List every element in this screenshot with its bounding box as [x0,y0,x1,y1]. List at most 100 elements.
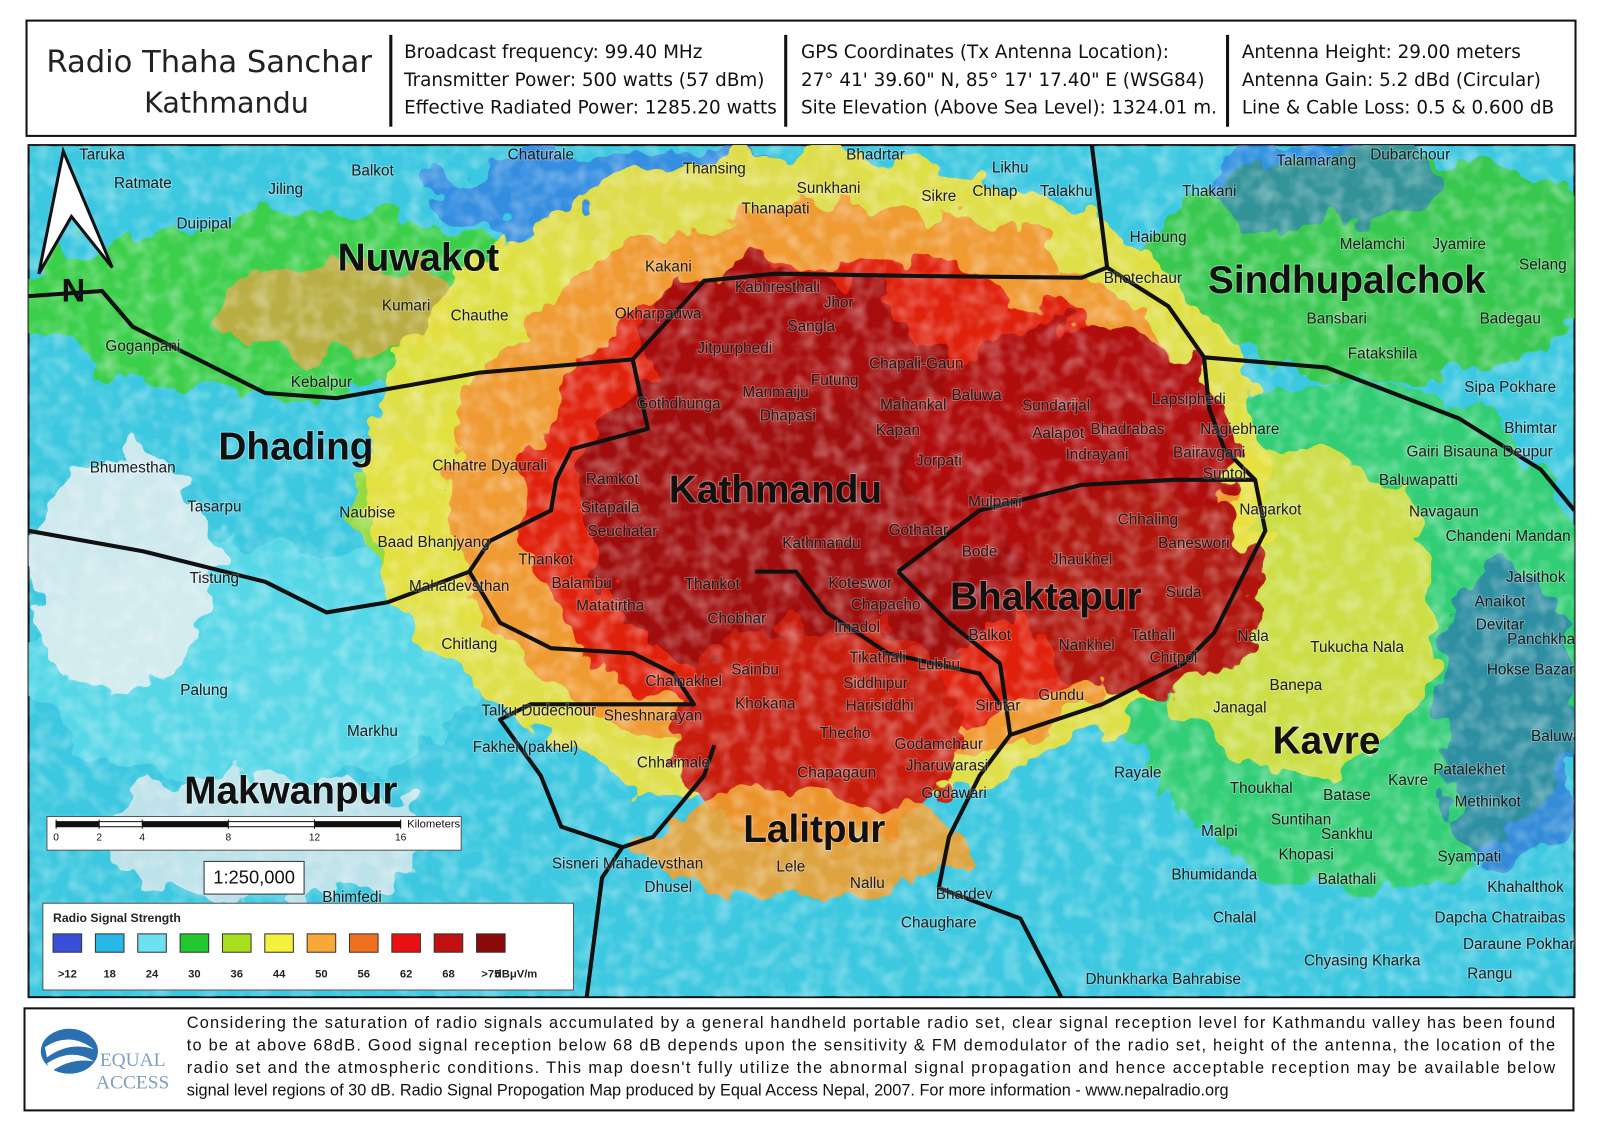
logo-swoosh [46,1054,94,1072]
scale-tick-label: 4 [139,833,145,844]
north-arrow-shape [37,146,114,275]
place-label: Godawari [921,785,986,802]
place-label: Bhumidanda [1171,867,1257,884]
legend-label: 68 [442,969,454,981]
legend-swatch [179,933,210,953]
place-label: Dhusel [645,879,693,896]
place-label: Naubise [339,505,395,522]
place-label: Balkot [969,627,1012,644]
place-label: Gothatar [889,522,949,539]
place-label: Jhor [824,294,854,311]
place-label: Matatirtha [576,597,645,614]
place-label: Futung [811,372,859,389]
ratio-box [203,860,305,895]
legend-label: >75 [481,969,500,981]
place-label: Nallu [850,875,885,892]
place-label: Dapcha Chatraibas [1435,910,1566,927]
place-label: Bhotechaur [1104,270,1182,287]
district-label: Makwanpur [184,769,397,812]
footer-line: Considering the saturation of radio sign… [187,1014,1555,1032]
place-label: Talku Dudechour [481,702,596,719]
header-line: Antenna Gain: 5.2 dBd (Circular) [1242,70,1541,91]
place-label: Suntol [1203,466,1246,483]
place-label: Chandeni Mandan [1446,528,1571,545]
place-label: Aalapot [1032,425,1085,442]
place-label: Khopasi [1278,846,1333,863]
place-label: Jalsithok [1506,569,1566,586]
place-label: Chobhar [707,611,766,628]
scale-bar-segment [142,821,229,827]
place-label: Melamchi [1340,236,1405,253]
place-label: Gothdhunga [636,395,721,412]
place-label: Banepa [1270,677,1323,694]
map-area: Nuwakot Sindhupalchok Dhading Kathmandu Bhak… [28,145,1578,998]
scale-bar-segment [56,821,100,827]
place-label: Tukucha Nala [1310,639,1404,656]
place-label: Thoukhal [1230,780,1293,797]
place-label: Panchkhal [1507,631,1578,648]
legend-swatch [306,933,337,953]
header-line: Antenna Height: 29.00 meters [1242,42,1521,63]
place-label: Bansbari [1307,311,1367,328]
place-label: Tathali [1131,627,1175,644]
place-label: Dhunkharka Bahrabise [1085,971,1241,988]
place-label: Devitar [1476,617,1524,634]
scale-tick-label: 2 [96,833,102,844]
district-label: Kavre [1273,719,1381,762]
header-line: Transmitter Power: 500 watts (57 dBm) [403,70,764,91]
place-label: Sheshnarayan [604,708,703,725]
place-label: Sirutar [975,697,1020,714]
scale-unit: Kilometers [407,819,460,831]
place-label: Jharuwarasi [906,758,988,775]
place-label: Chitpol [1150,649,1198,666]
place-label: Chainakhel [645,673,722,690]
north-arrow: N [37,146,114,309]
place-label: Rangu [1467,966,1512,983]
legend-swatch [476,933,506,953]
place-label: Lapsiphedi [1152,391,1226,408]
place-label: Chalal [1213,910,1256,927]
north-label: N [62,272,86,309]
place-label: Nankhel [1059,637,1115,654]
place-label: Dhapasi [760,408,816,425]
place-label: Mulpani [968,493,1022,510]
logo-text: EQUAL [100,1050,166,1071]
place-label: Tistung [189,570,239,587]
place-label: Koteswor [828,575,892,592]
place-label: Manmaiju [742,384,808,401]
scale-tick-label: 0 [53,833,59,844]
legend-swatch [348,933,379,953]
header-line: Site Elevation (Above Sea Level): 1324.0… [801,97,1217,118]
logo-text: ACCESS [96,1072,169,1093]
place-label: Chhap [972,183,1017,200]
place-label: Methinkot [1455,793,1522,810]
place-label: Thansing [683,161,746,178]
place-label: Kavre [1388,772,1428,789]
place-label: Tikathali [849,649,905,666]
header-line: GPS Coordinates (Tx Antenna Location): [801,42,1169,63]
place-label: Gundu [1038,687,1084,704]
place-label: Bhimtar [1504,420,1557,437]
legend-unit: dBμV/m [495,969,537,981]
place-label: Haibung [1130,229,1187,246]
place-label: Baad Bhanjyang [378,534,490,551]
scale-tick-label: 8 [226,833,232,844]
legend-label: 18 [103,969,115,981]
district-label: Nuwakot [338,237,500,280]
place-label: Nala [1237,628,1269,645]
place-label: Thankot [685,576,741,593]
place-label: Anaikot [1474,593,1526,610]
place-label: Kebalpur [291,374,352,391]
scale-ratio: 1:250,000 [213,867,295,888]
header-line: Line & Cable Loss: 0.5 & 0.600 dB [1242,97,1554,118]
place-label: Chaughare [901,915,977,932]
place-label: Sitapaila [581,499,640,516]
place-label: Chyasing Kharka [1304,952,1421,969]
place-label: Seuchatar [588,523,658,540]
place-label: Janagal [1213,699,1267,716]
legend-swatch [137,933,167,953]
place-label: Goganpani [105,338,180,355]
footer-line: radio set and the atmospheric conditions… [187,1059,1556,1077]
